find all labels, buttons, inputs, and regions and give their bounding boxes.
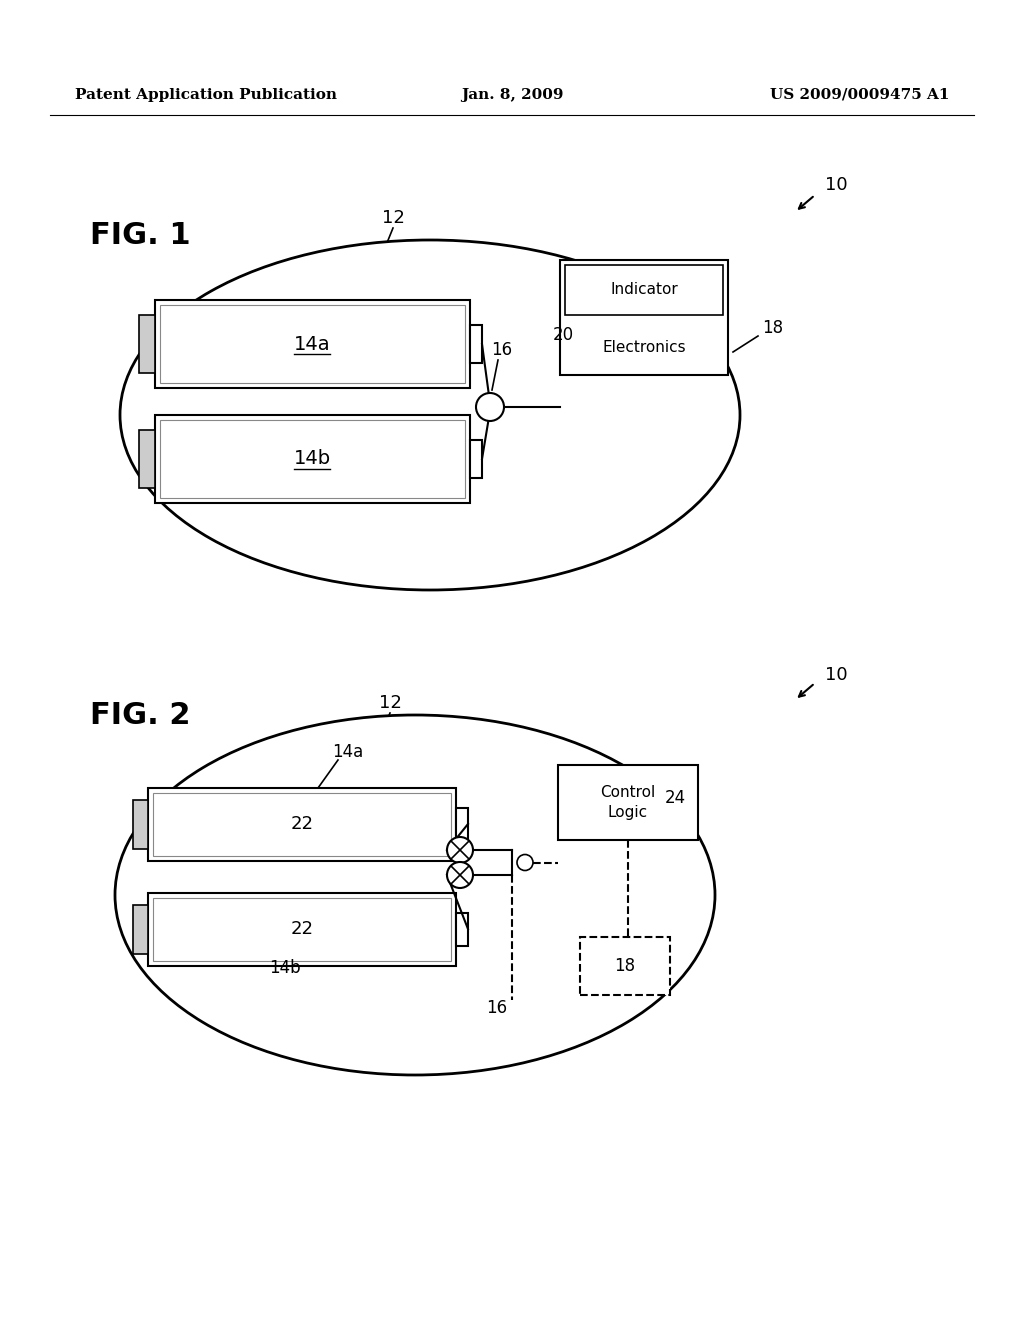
- Text: Logic: Logic: [608, 805, 648, 820]
- Text: 14a: 14a: [333, 743, 364, 762]
- Text: 18: 18: [614, 957, 636, 975]
- Text: 20: 20: [552, 326, 573, 345]
- FancyBboxPatch shape: [160, 420, 465, 498]
- Text: 22: 22: [291, 814, 313, 833]
- FancyBboxPatch shape: [139, 315, 155, 374]
- FancyBboxPatch shape: [456, 913, 468, 946]
- Circle shape: [476, 393, 504, 421]
- FancyBboxPatch shape: [160, 305, 465, 383]
- Text: Electronics: Electronics: [602, 339, 686, 355]
- FancyBboxPatch shape: [153, 793, 451, 855]
- Text: 24: 24: [665, 789, 686, 807]
- FancyBboxPatch shape: [155, 414, 470, 503]
- Text: 12: 12: [379, 694, 401, 711]
- Text: 14a: 14a: [294, 334, 331, 354]
- FancyBboxPatch shape: [155, 300, 470, 388]
- Ellipse shape: [115, 715, 715, 1074]
- FancyBboxPatch shape: [470, 440, 482, 478]
- FancyBboxPatch shape: [470, 325, 482, 363]
- FancyBboxPatch shape: [565, 265, 723, 315]
- FancyBboxPatch shape: [456, 808, 468, 841]
- Ellipse shape: [120, 240, 740, 590]
- Circle shape: [447, 837, 473, 863]
- Text: 16: 16: [486, 999, 508, 1016]
- Text: 10: 10: [825, 176, 848, 194]
- Text: Indicator: Indicator: [610, 282, 678, 297]
- Text: US 2009/0009475 A1: US 2009/0009475 A1: [770, 88, 950, 102]
- Text: 14b: 14b: [269, 960, 301, 977]
- FancyBboxPatch shape: [560, 260, 728, 375]
- Text: Jan. 8, 2009: Jan. 8, 2009: [461, 88, 563, 102]
- FancyBboxPatch shape: [148, 788, 456, 861]
- Text: 18: 18: [762, 319, 783, 337]
- Text: FIG. 1: FIG. 1: [90, 220, 190, 249]
- FancyBboxPatch shape: [558, 766, 698, 840]
- Text: Control: Control: [600, 785, 655, 800]
- FancyBboxPatch shape: [139, 430, 155, 488]
- Text: 22: 22: [291, 920, 313, 939]
- Circle shape: [447, 862, 473, 888]
- FancyBboxPatch shape: [153, 898, 451, 961]
- Text: FIG. 2: FIG. 2: [90, 701, 190, 730]
- FancyBboxPatch shape: [148, 894, 456, 966]
- Text: 16: 16: [492, 341, 513, 359]
- Text: 14b: 14b: [294, 450, 331, 469]
- Text: 12: 12: [382, 209, 404, 227]
- FancyBboxPatch shape: [133, 906, 148, 954]
- Circle shape: [517, 854, 534, 870]
- Text: 10: 10: [825, 667, 848, 684]
- FancyBboxPatch shape: [580, 937, 670, 995]
- Text: Patent Application Publication: Patent Application Publication: [75, 88, 337, 102]
- FancyBboxPatch shape: [133, 800, 148, 849]
